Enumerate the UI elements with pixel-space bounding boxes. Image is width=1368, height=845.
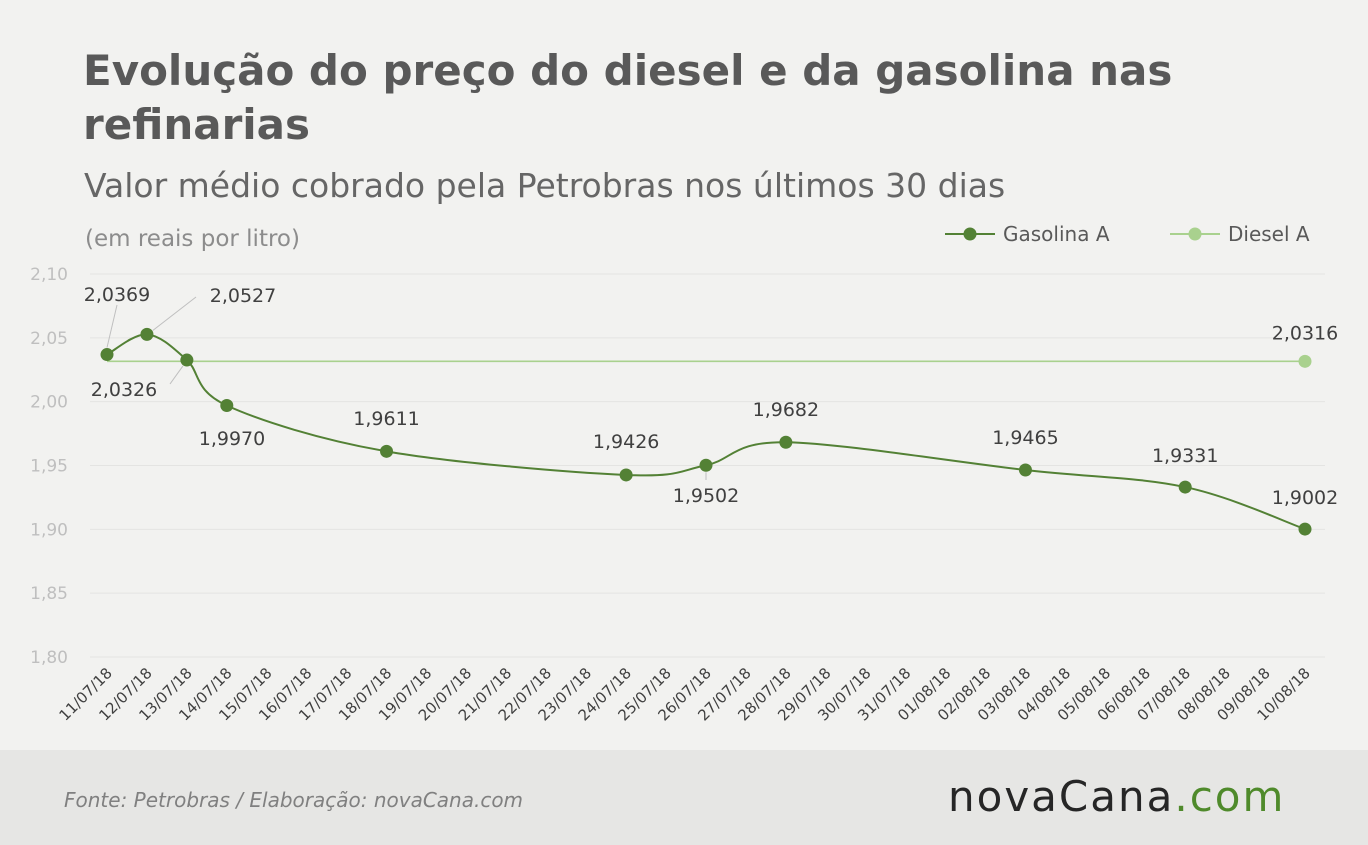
label-leader-line	[106, 304, 118, 348]
gasolina-point	[779, 435, 793, 449]
diesel-data-label: 2,0316	[1272, 322, 1338, 344]
gasolina-data-label: 1,9682	[753, 399, 819, 421]
gasolina-data-label: 1,9426	[593, 431, 659, 453]
gasolina-point	[140, 327, 154, 341]
logo-main-text: novaCana	[948, 772, 1175, 821]
gasolina-point	[1178, 480, 1192, 494]
gasolina-point	[100, 348, 114, 362]
legend-diesel-label: Diesel A	[1228, 222, 1310, 246]
gasolina-data-label: 1,9502	[673, 485, 739, 507]
footer-bar	[0, 750, 1368, 845]
novacana-logo: novaCana.com	[948, 772, 1285, 821]
gasolina-point	[380, 444, 394, 458]
gasolina-data-label: 1,9331	[1152, 445, 1218, 467]
y-tick-label: 2,00	[30, 393, 68, 413]
y-tick-label: 2,05	[30, 329, 68, 349]
legend-diesel-swatch-marker	[1188, 227, 1202, 241]
gasolina-point	[220, 398, 234, 412]
unit-note: (em reais por litro)	[85, 226, 300, 252]
gasolina-data-label: 1,9611	[353, 408, 419, 430]
label-leader-line	[169, 365, 184, 385]
gasolina-point	[1298, 522, 1312, 536]
gasolina-point	[1018, 463, 1032, 477]
legend-gasolina-label: Gasolina A	[1003, 222, 1110, 246]
line-chart: 1,801,851,901,952,002,052,1011/07/1812/0…	[30, 222, 1338, 724]
source-credit: Fonte: Petrobras / Elaboração: novaCana.…	[64, 788, 524, 812]
gasolina-data-label: 1,9002	[1272, 487, 1338, 509]
y-tick-label: 1,95	[30, 457, 68, 477]
legend-gasolina-swatch-marker	[963, 227, 977, 241]
gasolina-data-label: 2,0326	[91, 379, 157, 401]
y-tick-label: 2,10	[30, 265, 68, 285]
chart-subtitle: Valor médio cobrado pela Petrobras nos ú…	[84, 166, 1006, 205]
label-leader-line	[152, 296, 197, 331]
gasolina-point	[180, 353, 194, 367]
y-tick-label: 1,90	[30, 520, 68, 540]
y-tick-label: 1,80	[30, 648, 68, 668]
gasolina-point	[619, 468, 633, 482]
chart-title: Evolução do preço do diesel e da gasolin…	[83, 46, 1173, 149]
gasolina-point	[699, 458, 713, 472]
gasolina-data-label: 1,9970	[199, 428, 265, 450]
gasolina-line	[106, 333, 1306, 531]
diesel-point	[1298, 354, 1312, 368]
gasolina-data-label: 2,0527	[210, 285, 276, 307]
gasolina-data-label: 1,9465	[992, 427, 1058, 449]
logo-dot-text: .	[1174, 772, 1190, 821]
gasolina-data-label: 2,0369	[84, 284, 150, 306]
y-tick-label: 1,85	[30, 584, 68, 604]
logo-com-text: com	[1189, 772, 1286, 821]
